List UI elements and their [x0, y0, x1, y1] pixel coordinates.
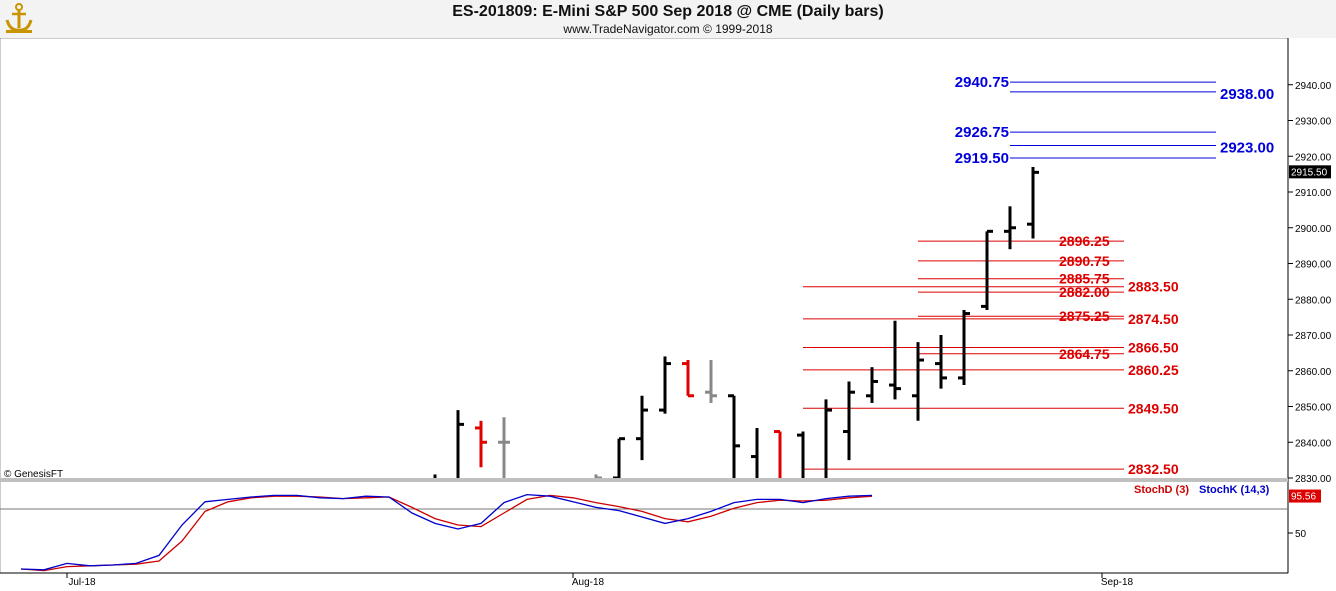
ohlc-bar	[613, 437, 625, 478]
ohlc-bar	[751, 427, 759, 478]
support-label: 2832.50	[1128, 461, 1179, 477]
stoch-k-line	[20, 493, 873, 571]
ohlc-bar	[797, 431, 805, 478]
ohlc-bar	[659, 356, 671, 414]
ohlc-bars	[433, 166, 1039, 478]
price-tick-label: 2860.00	[1295, 367, 1332, 378]
support-label: 2849.50	[1128, 400, 1179, 416]
support-label: 2875.25	[1059, 308, 1110, 324]
chart-subtitle: www.TradeNavigator.com © 1999-2018	[563, 22, 773, 36]
last-price-badge	[1289, 165, 1331, 179]
anchor-logo-icon	[5, 3, 33, 33]
stoch-k-label: StochK (14,3)	[1199, 484, 1270, 496]
support-label: 2890.75	[1059, 253, 1110, 269]
price-tick-label: 2920.00	[1295, 152, 1332, 163]
support-label: 2864.75	[1059, 346, 1110, 362]
ohlc-bar	[824, 399, 832, 478]
price-chart: 2940.75 2938.00 2926.75 2923.00 2919.50 2896.…	[0, 38, 1336, 591]
stoch-tick-label: 50	[1295, 529, 1307, 540]
ohlc-bar	[912, 342, 924, 421]
date-axis: Jul-18 Aug-18 Sep-18	[66, 573, 1134, 588]
ohlc-bar	[1027, 166, 1039, 239]
price-tick-label: 2830.00	[1295, 474, 1332, 485]
stoch-d-line	[20, 494, 873, 572]
price-tick-label: 2850.00	[1295, 403, 1332, 414]
ohlc-bar	[705, 360, 717, 403]
support-label: 2896.25	[1059, 233, 1110, 249]
date-label: Sep-18	[1101, 577, 1134, 588]
chart-header: ES-201809: E-Mini S&P 500 Sep 2018 @ CME…	[0, 0, 1336, 38]
stochastic-panel: 50 StochD (3) StochK (14,3) 95.56	[0, 484, 1321, 572]
ohlc-bar	[958, 309, 970, 386]
ohlc-bar	[981, 229, 993, 310]
date-label: Aug-18	[572, 577, 605, 588]
chart-frame	[0, 38, 1336, 591]
support-label: 2882.00	[1059, 284, 1110, 300]
last-price-label: 2915.50	[1291, 167, 1328, 178]
ohlc-bar	[866, 367, 878, 403]
resistance-label: 2938.00	[1220, 86, 1274, 103]
price-tick-label: 2910.00	[1295, 188, 1332, 199]
resistance-label: 2919.50	[955, 150, 1009, 167]
stoch-d-label: StochD (3)	[1134, 484, 1189, 496]
ohlc-bar	[935, 335, 947, 389]
ohlc-bar	[636, 395, 648, 461]
stoch-value-label: 95.56	[1291, 492, 1316, 503]
resistance-label: 2926.75	[955, 124, 1009, 141]
price-tick-label: 2930.00	[1295, 117, 1332, 128]
price-tick-label: 2870.00	[1295, 331, 1332, 342]
ohlc-bar	[1004, 206, 1016, 250]
ohlc-bar	[774, 430, 782, 478]
stoch-value-badge	[1289, 489, 1321, 503]
ohlc-bar	[498, 417, 510, 478]
ohlc-bar	[456, 410, 464, 478]
ohlc-bar	[728, 394, 740, 478]
price-tick-label: 2900.00	[1295, 224, 1332, 235]
support-label: 2883.50	[1128, 279, 1179, 295]
support-label: 2860.25	[1128, 362, 1179, 378]
ohlc-bar	[682, 360, 694, 398]
price-axis: 2830.00 2840.00 2850.00 2860.00 2870.00 2880.…	[1288, 81, 1332, 485]
support-label: 2885.75	[1059, 271, 1110, 287]
resistance-label: 2923.00	[1220, 140, 1274, 157]
support-label: 2866.50	[1128, 340, 1179, 356]
ohlc-bar	[475, 420, 487, 468]
resistance-label: 2940.75	[955, 74, 1009, 91]
price-tick-label: 2880.00	[1295, 295, 1332, 306]
date-label: Jul-18	[68, 577, 96, 588]
support-label: 2874.50	[1128, 311, 1179, 327]
price-tick-label: 2840.00	[1295, 438, 1332, 449]
ohlc-bar	[889, 320, 901, 400]
price-tick-label: 2940.00	[1295, 81, 1332, 92]
price-tick-label: 2890.00	[1295, 260, 1332, 271]
chart-title: ES-201809: E-Mini S&P 500 Sep 2018 @ CME…	[452, 3, 884, 20]
ohlc-bar	[843, 381, 855, 461]
copyright-label: © GenesisFT	[4, 469, 63, 480]
